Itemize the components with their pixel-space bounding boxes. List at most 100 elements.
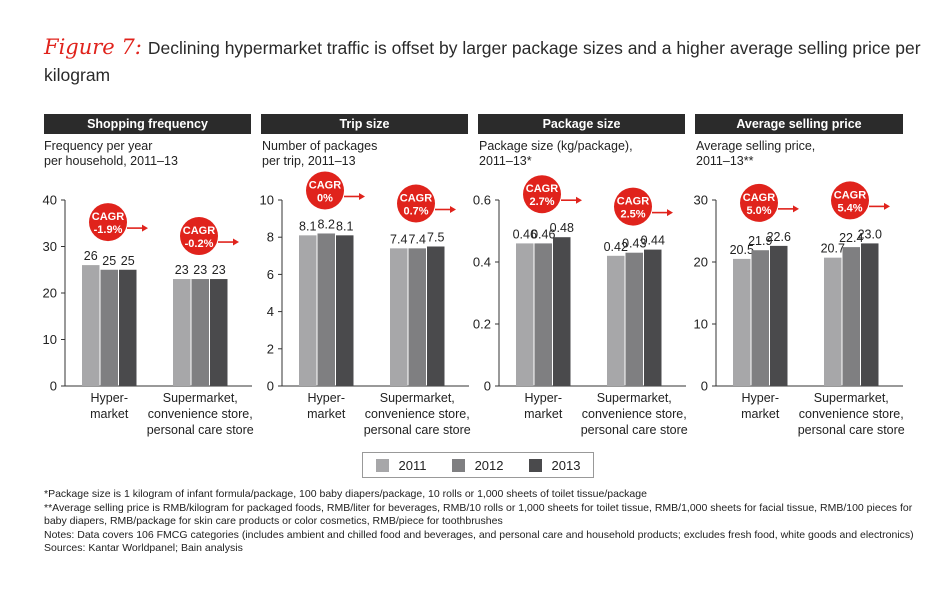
y-tick-label: 0.4 [473,255,491,270]
cagr-value: 2.5% [620,209,645,221]
bar-2013 [770,245,788,386]
category-label: Supermarket, [163,391,238,405]
data-label: 7.5 [427,231,444,245]
panel-header-package-size: Package size [478,114,685,134]
data-label: 23.0 [858,227,882,241]
figure-label: Figure 7: [44,35,142,59]
cagr-arrow-head [450,206,456,213]
data-label: 21.9 [748,234,772,248]
y-tick-label: 0.6 [473,193,491,208]
y-tick-label: 8 [267,230,274,245]
data-label: 23 [175,263,189,277]
bar-2012 [842,247,860,386]
legend-swatch-2012 [451,458,465,472]
data-label: 26 [84,249,98,263]
category-label: personal care store [798,423,905,437]
cagr-badge [397,184,435,223]
data-label: 8.2 [318,217,335,231]
cagr-title: CAGR [834,189,866,201]
subtitle-line: 2011–13** [696,154,754,168]
data-label: 0.43 [622,237,646,251]
figure-title: Figure 7: Declining hypermarket traffic i… [44,34,924,89]
panel-subtitle-average-selling-price: Average selling price, 2011–13** [696,139,815,169]
cagr-value: 0.7% [403,206,428,218]
data-label: 0.42 [604,240,628,254]
bar-2013 [336,235,354,386]
chart-package-size: 00.20.40.60.460.460.48Hyper-marketCAGR2.… [473,175,688,437]
data-label: 0.44 [641,234,665,248]
cagr-title: CAGR [743,192,775,204]
data-label: 0.46 [513,227,537,241]
cagr-arrow-head [576,196,582,204]
footnote-data-coverage: Notes: Data covers 106 FMCG categories (… [44,528,914,541]
subtitle-line: per trip, 2011–13 [262,154,356,168]
panel-header-trip-size: Trip size [261,114,468,134]
legend-swatch-2011 [375,458,389,472]
cagr-value: 5.0% [746,205,771,217]
bar-2011 [824,257,842,386]
category-label: Supermarket, [597,391,672,405]
legend-item-2011: 2011 [375,458,427,473]
bar-2013 [119,269,137,386]
data-label: 25 [102,254,116,268]
panel-subtitle-shopping-frequency: Frequency per year per household, 2011–1… [44,139,178,169]
bar-2011 [299,235,317,386]
bar-2012 [408,248,426,386]
cagr-title: CAGR [617,196,649,208]
cagr-value: 5.4% [837,202,862,214]
y-tick-label: 6 [267,267,274,282]
panel-header-average-selling-price: Average selling price [695,114,903,134]
y-tick-label: 0 [701,379,708,394]
data-label: 23 [193,263,207,277]
footnote-sources: Sources: Kantar Worldpanel; Bain analysi… [44,542,243,555]
panel-header-shopping-frequency: Shopping frequency [44,114,251,134]
cagr-badge [740,183,778,222]
cagr-arrow-head [884,202,890,210]
subtitle-line: Number of packages [262,139,378,153]
bar-2011 [516,243,534,386]
cagr-badge [614,187,652,226]
figure-title-text: Declining hypermarket traffic is offset … [44,38,921,85]
category-label: market [524,407,563,421]
footnote-average-price: **Average selling price is RMB/kilogram … [44,501,913,528]
legend-item-2012: 2012 [451,458,503,473]
category-label: Hyper- [524,391,562,405]
bar-2011 [733,258,751,386]
panel-subtitle-trip-size: Number of packages per trip, 2011–13 [262,139,377,169]
y-tick-label: 30 [694,193,708,208]
category-label: personal care store [364,423,471,437]
bar-2011 [82,265,100,386]
data-label: 8.1 [336,219,353,233]
cagr-value: -0.2% [185,238,214,250]
data-label: 23 [212,263,226,277]
bar-2013 [427,246,445,386]
cagr-value: 2.7% [529,196,554,208]
cagr-title: CAGR [183,225,215,237]
subtitle-line: 2011–13* [479,154,532,168]
footnotes: *Package size is 1 kilogram of infant fo… [44,488,924,556]
y-tick-label: 2 [267,341,274,356]
category-label: Hyper- [741,391,779,405]
y-tick-label: 0 [267,379,274,394]
bar-2012 [534,243,552,386]
bar-2011 [607,255,625,386]
data-label: 25 [121,254,135,268]
bar-2011 [390,248,408,386]
bar-2013 [553,237,571,386]
bar-2012 [625,252,643,386]
bar-2011 [173,279,191,386]
bar-2012 [191,279,209,386]
cagr-badge [831,181,869,220]
cagr-badge [89,203,127,242]
legend-swatch-2013 [528,458,542,472]
cagr-title: CAGR [309,179,341,191]
cagr-arrow-head [793,205,799,213]
category-label: convenience store, [365,407,470,421]
y-tick-label: 10 [694,317,708,332]
bar-2012 [751,250,769,386]
cagr-title: CAGR [526,183,558,195]
category-label: Hyper- [307,391,345,405]
legend-label-2013: 2013 [551,457,581,473]
y-tick-label: 0 [50,379,57,394]
